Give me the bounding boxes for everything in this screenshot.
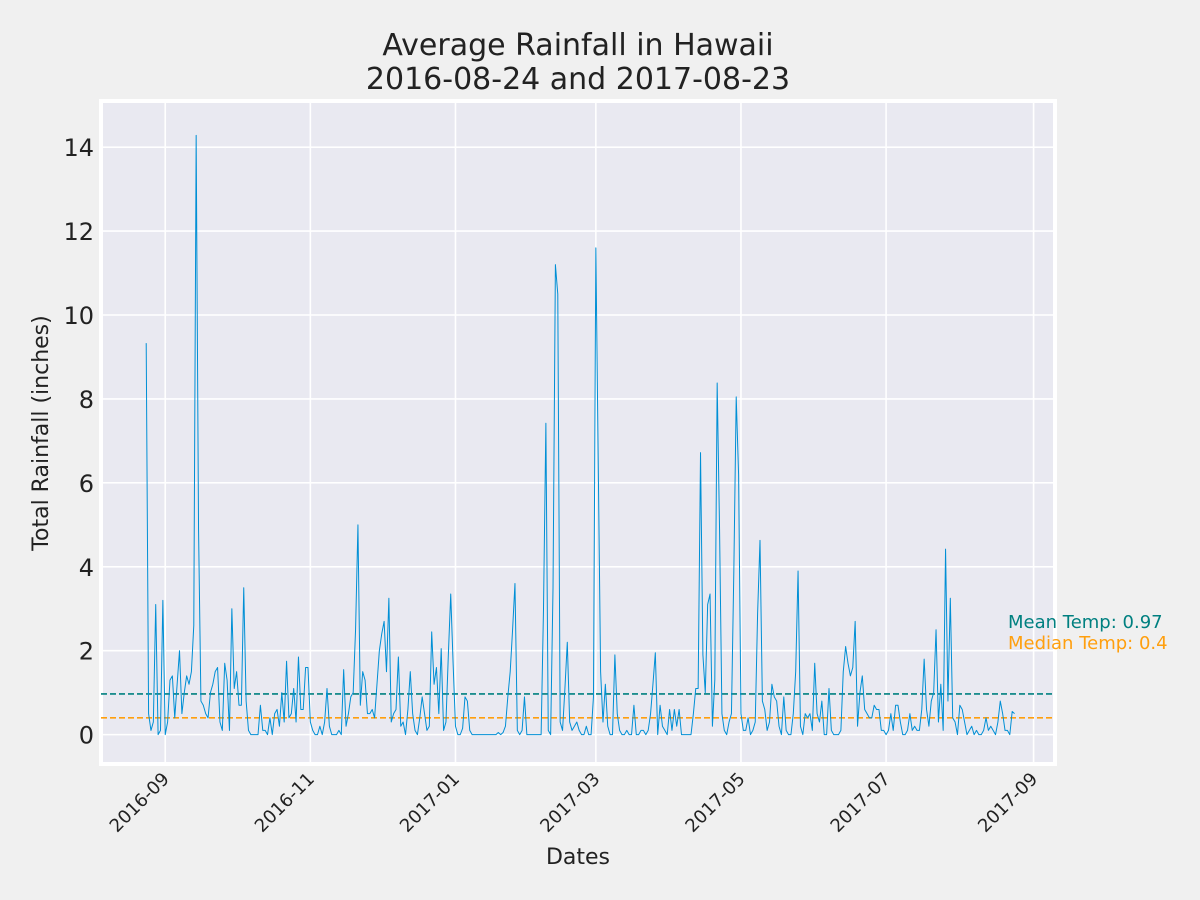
y-tick-label: 8 [79,386,94,414]
y-tick-label: 2 [79,638,94,666]
x-tick-label: 2017-03 [536,769,604,837]
y-tick-label: 6 [79,470,94,498]
x-axis-label: Dates [546,845,610,870]
x-tick-label: 2017-09 [974,769,1042,837]
y-tick-label: 0 [79,722,94,750]
grid-lines [101,101,1055,764]
y-axis-label: Total Rainfall (inches) [29,315,54,551]
chart-title-line: 2016-08-24 and 2017-08-23 [366,62,790,97]
x-tick-label: 2017-01 [396,769,464,837]
x-tick-label: 2017-07 [827,769,895,837]
y-tick-label: 10 [63,302,94,330]
reference-lines [101,693,1055,719]
y-axis-ticks: 0 2 4 6 8 10 12 14 [63,134,94,749]
x-tick-label: 2017-05 [681,769,749,837]
y-tick-label: 14 [63,134,94,162]
chart-title-line: Average Rainfall in Hawaii [382,28,773,63]
x-tick-label: 2016-09 [106,769,174,837]
reference-annotation: Median Temp: 0.4 [1008,633,1168,654]
rainfall-series-line [145,134,1015,736]
reference-annotation: Mean Temp: 0.97 [1008,612,1163,633]
x-tick-label: 2016-11 [251,769,319,837]
plot-area [99,99,1057,766]
x-axis-ticks: 2016-09 2016-11 2017-01 2017-03 2017-05 2017-… [106,769,1042,837]
y-tick-label: 4 [79,554,94,582]
y-tick-label: 12 [63,218,94,246]
